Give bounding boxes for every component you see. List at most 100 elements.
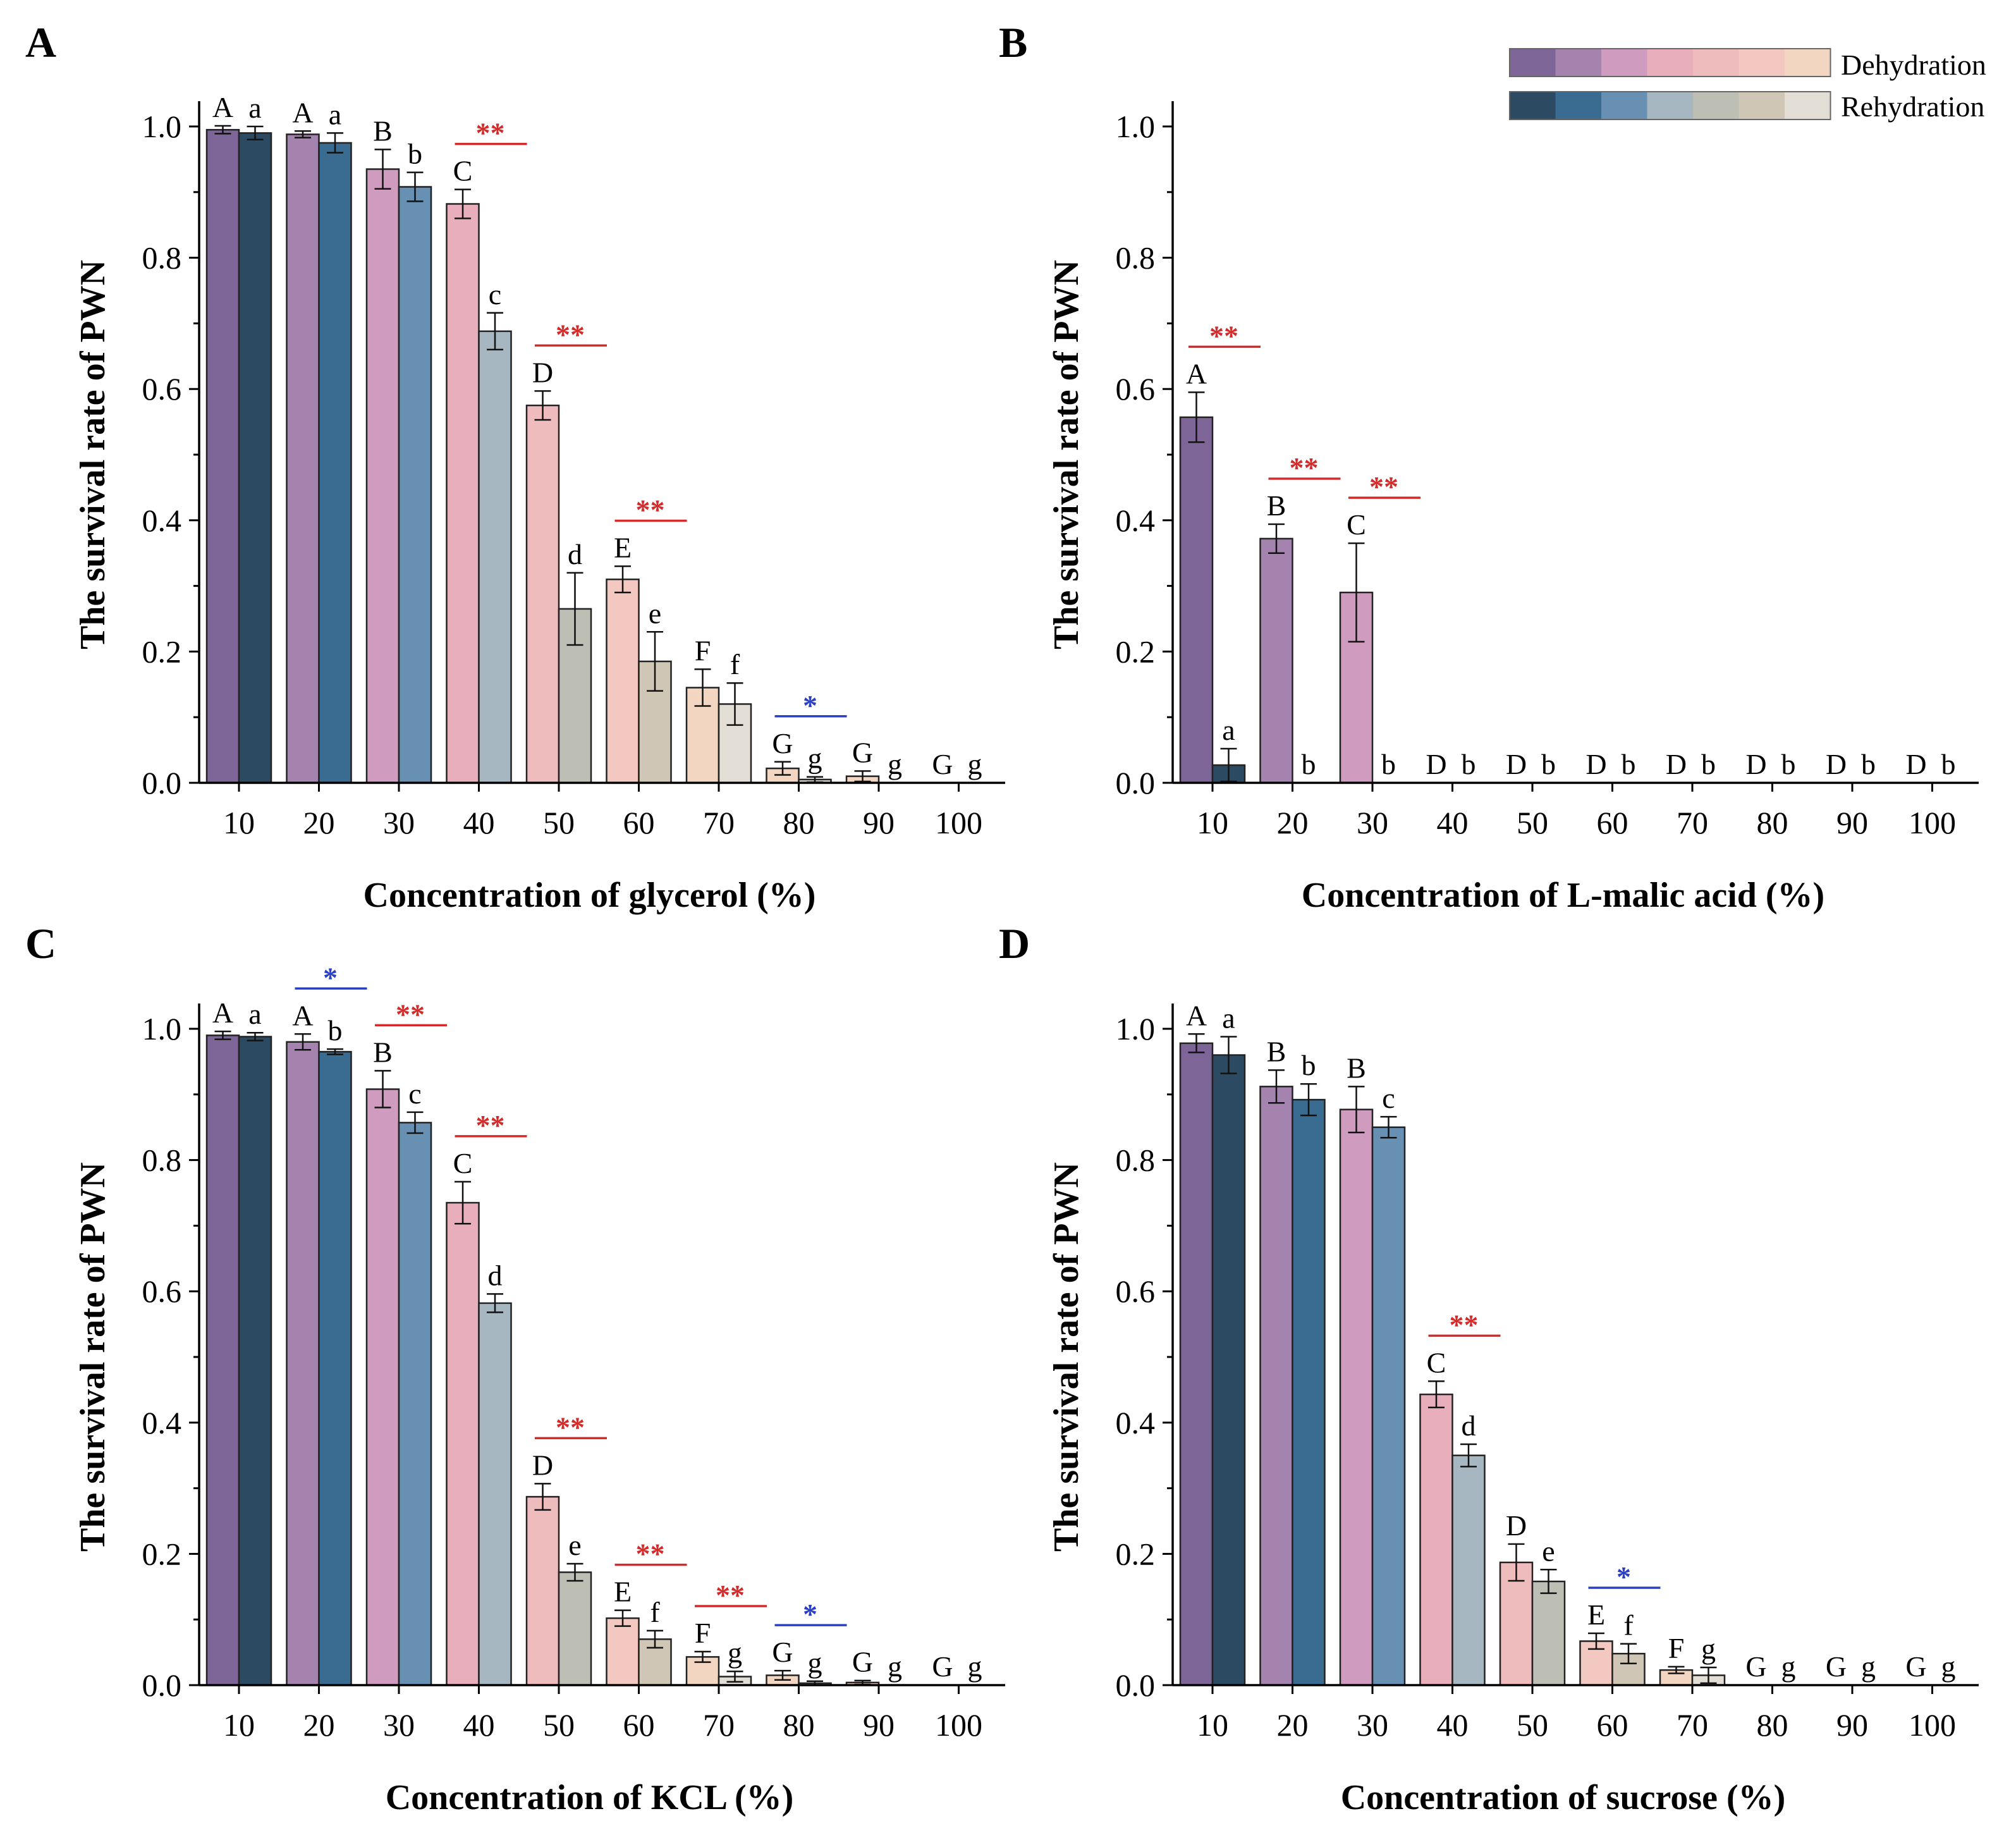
y-tick-label: 0.6: [142, 1273, 182, 1309]
significance-letter: G: [852, 736, 873, 768]
y-axis-title: The survival rate of PWN: [73, 260, 113, 649]
bar-dehydration-50: [525, 404, 560, 784]
significance-letter: E: [614, 531, 632, 563]
significance-letter: b: [1781, 748, 1796, 780]
bar-rehydration-40: [478, 330, 512, 784]
y-tick-label: 0.6: [1116, 371, 1156, 407]
x-tick-label: 20: [303, 805, 335, 840]
significance-letter: b: [1701, 748, 1716, 780]
legend: Dehydration Rehydration: [1509, 48, 1986, 123]
significance-letter: G: [852, 1646, 873, 1678]
x-tick-label: 50: [1517, 805, 1548, 840]
x-tick-label: 90: [1836, 1707, 1868, 1743]
significance-letter: C: [453, 155, 473, 187]
x-tick-label: 30: [383, 805, 415, 840]
significance-letter: G: [772, 727, 793, 759]
bar-dehydration-10: [205, 1034, 240, 1686]
legend-swatch-rehydration: [1738, 92, 1785, 120]
y-tick-label: 0.8: [1116, 1143, 1156, 1178]
x-tick-label: 90: [863, 1707, 895, 1743]
significance-letter: B: [1267, 1035, 1286, 1067]
legend-frame-rehydration: [1509, 91, 1831, 120]
significance-stars: *: [1616, 1561, 1631, 1593]
bar-rehydration-20: [1292, 1098, 1326, 1686]
significance-stars: **: [556, 1411, 585, 1443]
significance-letter: G: [1745, 1650, 1766, 1683]
significance-letter: g: [808, 742, 822, 775]
bar-rehydration-20: [318, 1051, 352, 1686]
significance-letter: a: [248, 998, 261, 1030]
x-tick-label: 30: [1357, 805, 1388, 840]
x-tick-label: 80: [783, 805, 815, 840]
bar-dehydration-40: [446, 203, 480, 784]
bar-dehydration-50: [1499, 1561, 1534, 1686]
x-axis-title: Concentration of sucrose (%): [1341, 1778, 1786, 1817]
x-tick-label: 80: [1757, 1707, 1788, 1743]
significance-stars: **: [556, 318, 585, 350]
y-tick-label: 0.0: [142, 1667, 182, 1703]
y-tick-label: 0.0: [1116, 1667, 1156, 1703]
x-tick-label: 10: [1197, 805, 1228, 840]
significance-letter: d: [568, 538, 582, 570]
significance-stars: **: [476, 1109, 505, 1141]
y-tick-label: 0.0: [1116, 765, 1156, 801]
significance-letter: D: [1426, 748, 1446, 780]
bar-dehydration-50: [525, 1495, 560, 1686]
panel-letter-b: B: [999, 18, 1027, 66]
bar-rehydration-30: [1371, 1126, 1406, 1686]
significance-letter: G: [1905, 1650, 1926, 1683]
y-tick-label: 0.8: [1116, 240, 1156, 276]
bar-rehydration-10: [1211, 1054, 1246, 1686]
x-tick-label: 80: [783, 1707, 815, 1743]
bar-rehydration-10: [238, 1036, 272, 1686]
y-tick-label: 0.6: [1116, 1273, 1156, 1309]
x-tick-label: 70: [1677, 805, 1708, 840]
y-tick-label: 0.2: [1116, 1536, 1156, 1571]
legend-swatch-dehydration: [1510, 49, 1556, 77]
significance-letter: A: [292, 96, 313, 128]
legend-swatch-rehydration: [1510, 92, 1556, 120]
significance-letter: e: [649, 597, 661, 629]
significance-letter: D: [1585, 748, 1606, 780]
legend-swatch-rehydration: [1601, 92, 1647, 120]
y-tick-label: 0.4: [142, 1405, 182, 1440]
bar-dehydration-10: [205, 128, 240, 784]
significance-stars: **: [716, 1579, 745, 1611]
legend-dehydration-swatches: [1509, 48, 1831, 77]
significance-letter: B: [1347, 1052, 1366, 1084]
significance-letter: g: [1781, 1650, 1796, 1683]
significance-letter: F: [1668, 1632, 1685, 1664]
significance-letter: b: [1541, 748, 1556, 780]
bar-dehydration-30: [1339, 1108, 1374, 1686]
x-tick-label: 70: [703, 805, 735, 840]
significance-letter: f: [1623, 1609, 1634, 1642]
significance-letter: B: [373, 114, 393, 147]
legend-swatch-dehydration: [1647, 49, 1693, 77]
bar-rehydration-40: [1451, 1454, 1486, 1686]
significance-letter: b: [1622, 748, 1636, 780]
significance-letter: c: [489, 278, 501, 310]
significance-letter: A: [212, 997, 233, 1029]
significance-letter: g: [808, 1647, 822, 1679]
x-tick-label: 40: [463, 1707, 495, 1743]
x-tick-label: 60: [623, 805, 655, 840]
significance-letter: A: [1186, 999, 1207, 1031]
bar-dehydration-40: [446, 1201, 480, 1686]
significance-letter: C: [1427, 1346, 1446, 1378]
significance-letter: g: [1701, 1633, 1716, 1665]
x-tick-label: 40: [1437, 805, 1469, 840]
significance-letter: G: [1826, 1650, 1847, 1683]
significance-letter: G: [932, 1650, 953, 1683]
panel-letter-d: D: [999, 919, 1030, 967]
significance-letter: F: [695, 634, 711, 666]
significance-letter: e: [568, 1529, 581, 1561]
significance-letter: G: [932, 748, 953, 780]
significance-letter: D: [1905, 748, 1926, 780]
y-tick-label: 0.2: [1116, 634, 1156, 669]
significance-letter: D: [1745, 748, 1766, 780]
significance-letter: a: [329, 98, 341, 130]
significance-stars: **: [1450, 1308, 1479, 1341]
